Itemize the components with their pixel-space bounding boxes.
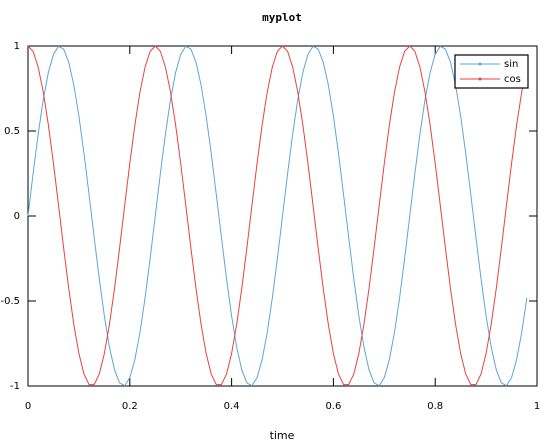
x-tick-label: 0.6: [325, 401, 341, 412]
series-line: [27, 45, 528, 387]
y-tick-label: -0.5: [0, 296, 20, 307]
legend-label: sin: [504, 59, 518, 70]
legend-marker: [478, 77, 482, 81]
y-tick-label: 1: [14, 41, 20, 52]
legend-marker: [478, 62, 482, 66]
x-tick-label: 0.4: [224, 401, 240, 412]
legend-box: [454, 54, 529, 89]
chart-title: myplot: [262, 11, 302, 24]
x-tick-label: 0.8: [427, 401, 443, 412]
x-axis-label: time: [270, 429, 295, 442]
x-tick-label: 0: [25, 401, 31, 412]
y-tick-label: 0: [14, 211, 20, 222]
series-line: [27, 45, 528, 386]
y-tick-label: 0.5: [4, 126, 20, 137]
x-tick-label: 1: [534, 401, 540, 412]
legend-label: cos: [504, 74, 521, 85]
y-tick-label: -1: [10, 381, 20, 392]
x-tick-label: 0.2: [122, 401, 138, 412]
